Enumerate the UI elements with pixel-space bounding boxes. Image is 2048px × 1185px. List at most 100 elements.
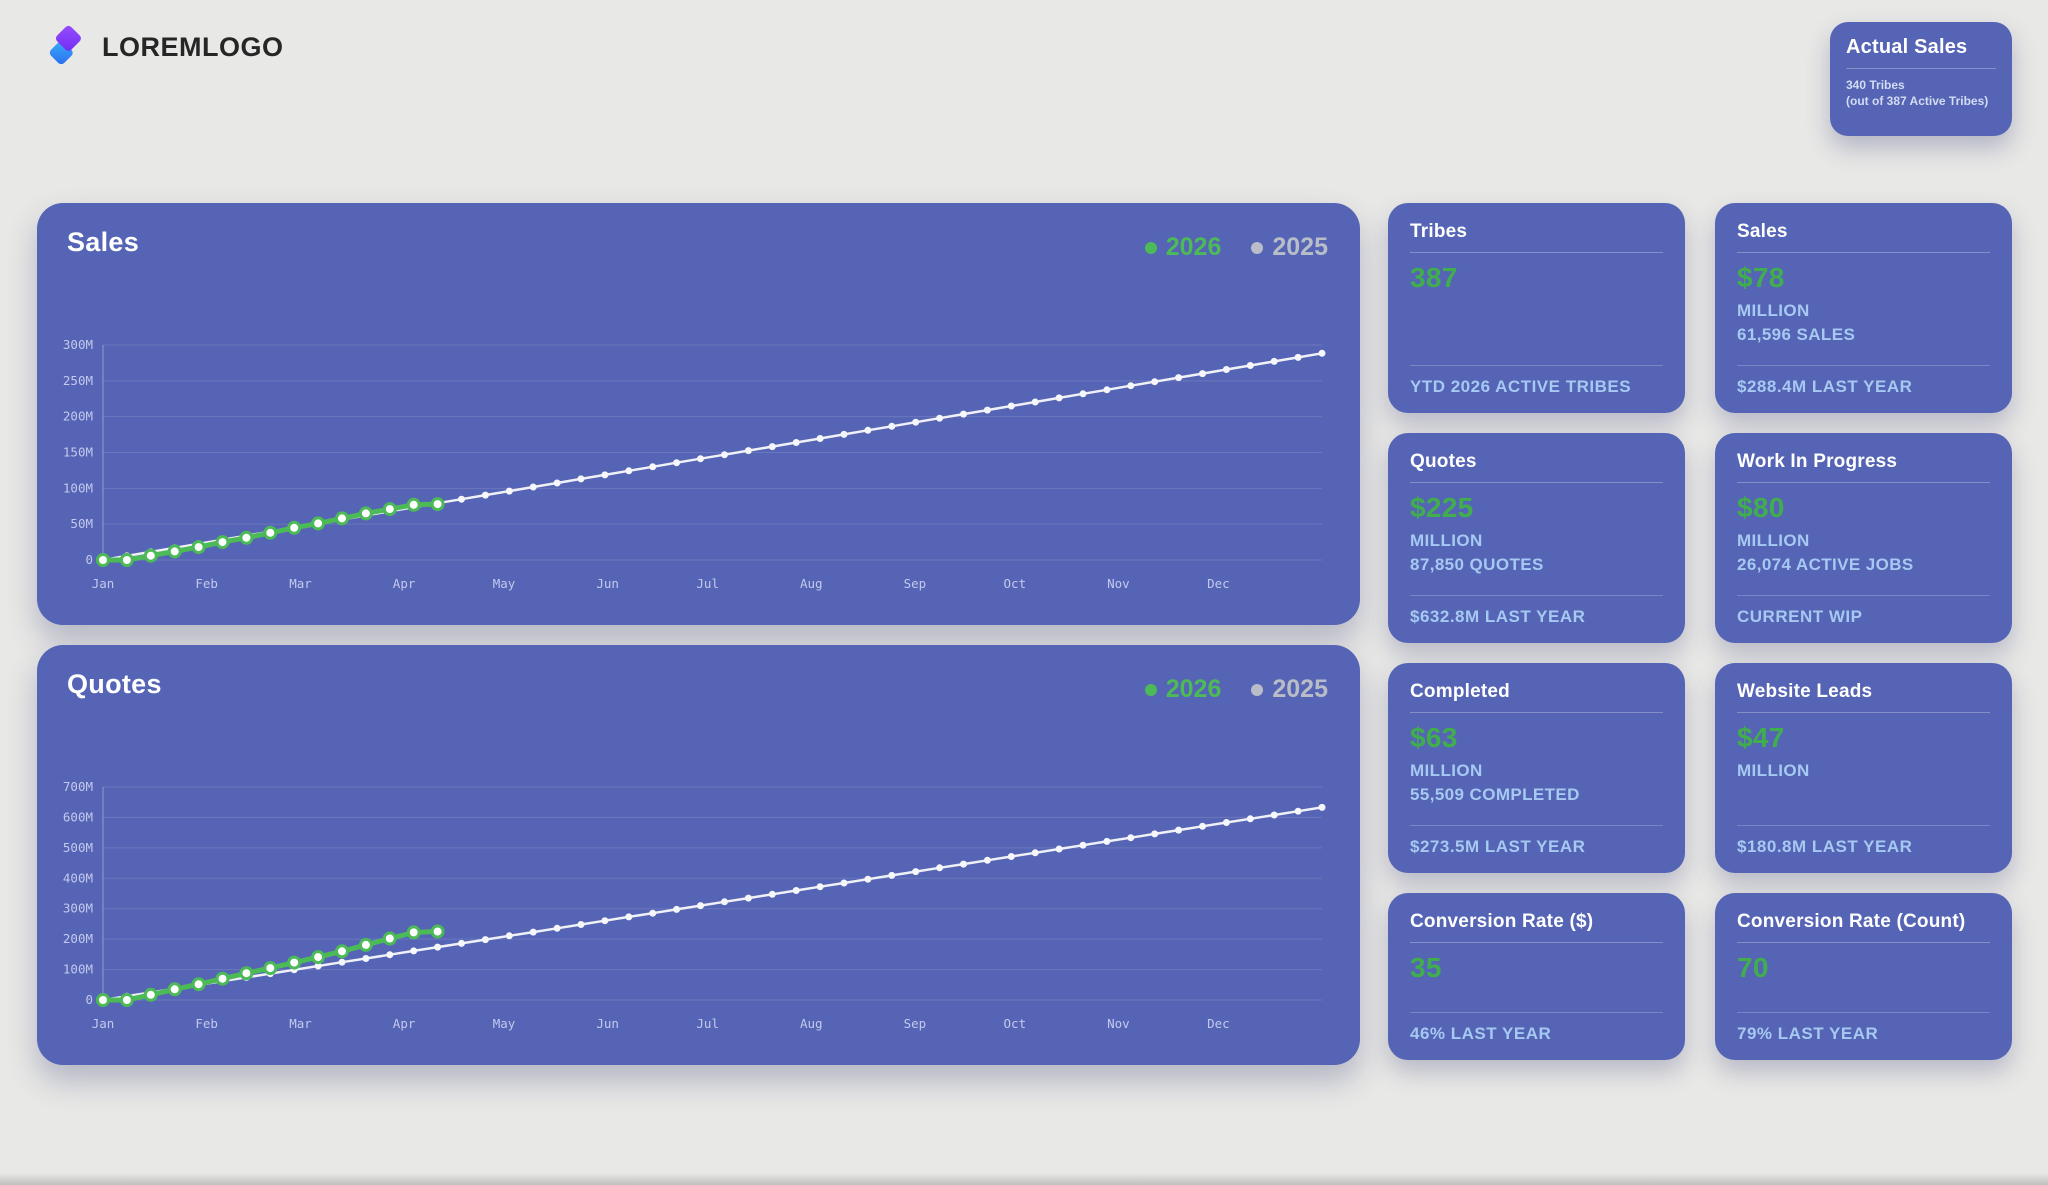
svg-text:100M: 100M [63,962,93,977]
kpi-unit: MILLION [1737,531,1810,550]
kpi-card-completed: Completed $63 MILLION 55,509 COMPLETED $… [1388,663,1685,873]
svg-text:200M: 200M [63,409,93,424]
kpi-value: $63 [1410,722,1458,753]
bottom-edge-shadow [0,1173,2048,1185]
kpi-footer: $180.8M LAST YEAR [1737,837,1913,856]
svg-text:Dec: Dec [1207,1016,1230,1031]
divider [1737,712,1990,713]
kpi-footer: $273.5M LAST YEAR [1410,837,1586,856]
svg-text:Aug: Aug [800,1016,823,1031]
svg-text:Nov: Nov [1107,576,1130,591]
kpi-title: Quotes [1410,451,1477,472]
svg-text:0: 0 [85,552,93,567]
divider [1737,942,1990,943]
svg-text:Sep: Sep [904,1016,927,1031]
svg-text:Feb: Feb [195,576,218,591]
kpi-subtext: 26,074 ACTIVE JOBS [1737,555,1914,574]
quotes-chart-title: Quotes [67,669,162,699]
legend-label-2025: 2025 [1272,233,1328,261]
kpi-title: Work In Progress [1737,451,1898,472]
kpi-unit: MILLION [1737,301,1810,320]
svg-text:250M: 250M [63,373,93,388]
svg-text:500M: 500M [63,840,93,855]
legend-dot-2025-icon [1251,683,1264,696]
kpi-footer: 79% LAST YEAR [1737,1024,1879,1043]
actual-sales-card: Actual Sales 340 Tribes (out of 387 Acti… [1830,22,2012,136]
kpi-card-work-in-progress: Work In Progress $80 MILLION 26,074 ACTI… [1715,433,2012,643]
svg-text:Jan: Jan [92,576,115,591]
svg-text:100M: 100M [63,480,93,495]
svg-text:Jun: Jun [596,1016,619,1031]
divider [1846,68,1996,69]
charts-column: Sales 2026 2025 0 50M 100M 150M 200M 250M 300M… [37,203,1360,1065]
kpi-footer: YTD 2026 ACTIVE TRIBES [1410,377,1632,396]
quotes-chart-legend: 2026 2025 [1144,675,1328,704]
svg-text:600M: 600M [63,809,93,824]
svg-text:Jul: Jul [696,1016,719,1031]
kpi-subtext: 55,509 COMPLETED [1410,785,1580,804]
legend-item-2026[interactable]: 2026 [1144,675,1221,704]
kpi-card-conversion-rate-dollars: Conversion Rate ($) 35 46% LAST YEAR [1388,893,1685,1060]
svg-text:Oct: Oct [1004,1016,1027,1031]
svg-text:Mar: Mar [289,1016,312,1031]
kpi-title: Website Leads [1737,681,1873,702]
divider [1410,1012,1663,1013]
kpi-card-conversion-rate-count: Conversion Rate (Count) 70 79% LAST YEAR [1715,893,2012,1060]
kpi-title: Tribes [1410,221,1468,242]
svg-text:Jan: Jan [92,1016,115,1031]
kpi-subtext: 87,850 QUOTES [1410,555,1544,574]
legend-item-2026[interactable]: 2026 [1144,233,1222,262]
legend-item-2025[interactable]: 2025 [1251,675,1328,704]
legend-label-2026: 2026 [1165,233,1222,261]
kpi-value: $47 [1737,722,1785,753]
svg-text:Nov: Nov [1107,1016,1130,1031]
legend-dot-2026-icon [1144,683,1157,696]
kpi-title: Conversion Rate (Count) [1737,911,1966,932]
svg-text:700M: 700M [63,779,93,794]
svg-text:Dec: Dec [1207,576,1230,591]
brand-name: LOREMLOGO [102,31,284,62]
divider [1737,252,1990,253]
kpi-value: $80 [1737,492,1785,523]
svg-text:200M: 200M [63,931,93,946]
svg-text:Jul: Jul [696,576,719,591]
kpi-footer: CURRENT WIP [1737,607,1863,626]
divider [1737,1012,1990,1013]
svg-text:150M: 150M [63,445,93,460]
kpi-footer: $632.8M LAST YEAR [1410,607,1586,626]
sales-chart-legend: 2026 2025 [1144,233,1328,262]
kpi-value: $225 [1410,492,1474,523]
divider [1410,365,1663,366]
svg-text:300M: 300M [63,337,93,352]
svg-text:Feb: Feb [195,1016,218,1031]
kpi-footer: $288.4M LAST YEAR [1737,377,1913,396]
kpi-title: Completed [1410,681,1510,702]
legend-item-2025[interactable]: 2025 [1251,233,1328,262]
kpi-title: Conversion Rate ($) [1410,911,1594,932]
divider [1410,482,1663,483]
svg-text:Apr: Apr [393,1016,416,1031]
divider [1410,712,1663,713]
actual-sales-line1: 340 Tribes [1846,78,1905,92]
sales-chart-card: Sales 2026 2025 0 50M 100M 150M 200M 250M 300M… [37,203,1360,625]
quotes-chart-card: Quotes 2026 2025 0 100M 200M 300M 400M 500M 60… [37,645,1360,1065]
kpi-footer: 46% LAST YEAR [1410,1024,1552,1043]
layers-logo-icon [49,25,81,65]
quotes-line-chart: 0 100M 200M 300M 400M 500M 600M 700M Jan Feb Mar Ap… [37,741,1360,1055]
divider [1410,595,1663,596]
legend-label-2025: 2025 [1272,675,1328,703]
divider [1737,595,1990,596]
kpi-title: Sales [1737,221,1788,242]
divider [1737,825,1990,826]
kpi-card-tribes: Tribes 387 YTD 2026 ACTIVE TRIBES [1388,203,1685,413]
svg-text:Oct: Oct [1004,576,1027,591]
legend-dot-2026-icon [1144,241,1157,254]
svg-text:Mar: Mar [289,576,312,591]
svg-text:Jun: Jun [596,576,619,591]
actual-sales-title: Actual Sales [1846,36,1968,58]
svg-text:Sep: Sep [904,576,927,591]
divider [1410,825,1663,826]
svg-text:Apr: Apr [393,576,416,591]
svg-text:300M: 300M [63,901,93,916]
